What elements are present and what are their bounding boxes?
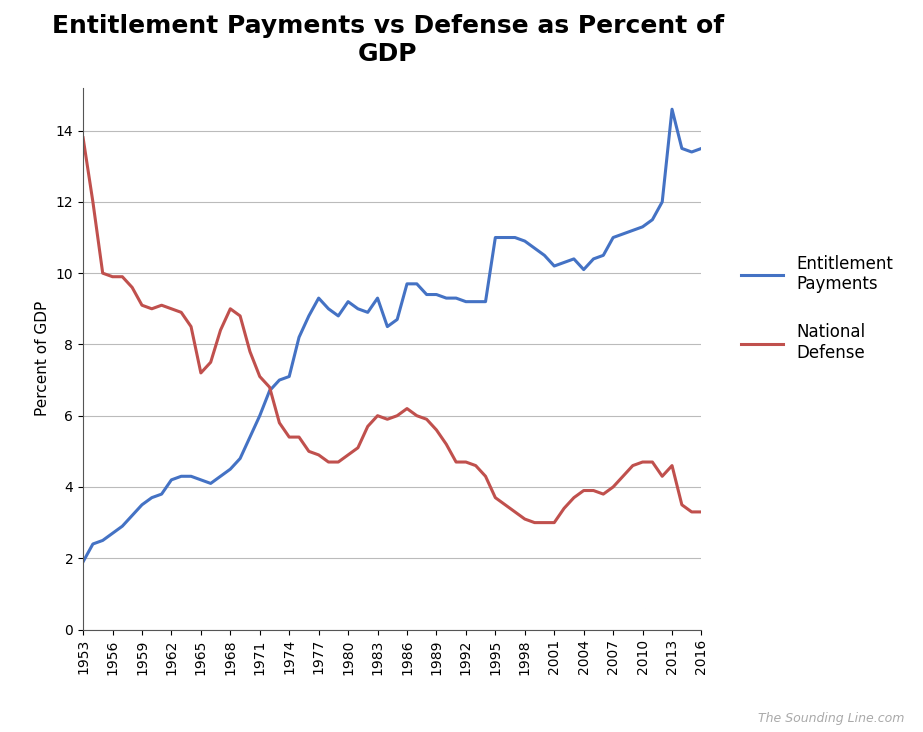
National
Defense — [156, 301, 167, 310]
National
Defense — [382, 415, 393, 424]
Entitlement
Payments — [666, 105, 677, 113]
Text: Entitlement Payments vs Defense as Percent of
GDP: Entitlement Payments vs Defense as Perce… — [52, 14, 724, 66]
Entitlement
Payments — [78, 558, 89, 567]
National
Defense — [333, 458, 344, 466]
Line: Entitlement
Payments: Entitlement Payments — [83, 109, 701, 562]
Entitlement
Payments — [421, 290, 432, 299]
Text: The Sounding Line.com: The Sounding Line.com — [758, 712, 905, 725]
Entitlement
Payments — [333, 312, 344, 321]
Legend: Entitlement
Payments, National
Defense: Entitlement Payments, National Defense — [735, 248, 900, 369]
Y-axis label: Percent of GDP: Percent of GDP — [35, 301, 50, 417]
Entitlement
Payments — [696, 144, 707, 153]
National
Defense — [470, 461, 481, 470]
National
Defense — [696, 507, 707, 516]
National
Defense — [421, 415, 432, 424]
Entitlement
Payments — [480, 297, 491, 306]
Line: National
Defense: National Defense — [83, 138, 701, 523]
National
Defense — [480, 472, 491, 481]
Entitlement
Payments — [470, 297, 481, 306]
Entitlement
Payments — [382, 322, 393, 331]
Entitlement
Payments — [156, 490, 167, 498]
National
Defense — [529, 518, 540, 527]
National
Defense — [78, 133, 89, 142]
